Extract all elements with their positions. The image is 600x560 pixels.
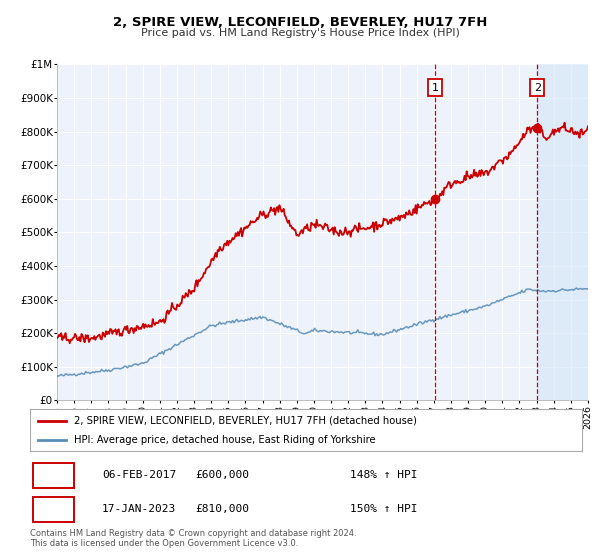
Text: 06-FEB-2017: 06-FEB-2017 bbox=[102, 470, 176, 480]
Text: 2, SPIRE VIEW, LECONFIELD, BEVERLEY, HU17 7FH (detached house): 2, SPIRE VIEW, LECONFIELD, BEVERLEY, HU1… bbox=[74, 416, 417, 426]
Text: 2, SPIRE VIEW, LECONFIELD, BEVERLEY, HU17 7FH: 2, SPIRE VIEW, LECONFIELD, BEVERLEY, HU1… bbox=[113, 16, 487, 29]
Text: 17-JAN-2023: 17-JAN-2023 bbox=[102, 504, 176, 514]
Text: 150% ↑ HPI: 150% ↑ HPI bbox=[350, 504, 418, 514]
FancyBboxPatch shape bbox=[33, 463, 74, 488]
Text: Price paid vs. HM Land Registry's House Price Index (HPI): Price paid vs. HM Land Registry's House … bbox=[140, 28, 460, 38]
Text: 148% ↑ HPI: 148% ↑ HPI bbox=[350, 470, 418, 480]
Text: 2: 2 bbox=[534, 83, 541, 93]
Text: 1: 1 bbox=[49, 469, 57, 482]
FancyBboxPatch shape bbox=[33, 497, 74, 521]
Text: Contains HM Land Registry data © Crown copyright and database right 2024.: Contains HM Land Registry data © Crown c… bbox=[30, 529, 356, 538]
Text: 1: 1 bbox=[432, 83, 439, 93]
Text: 2: 2 bbox=[49, 502, 57, 516]
Bar bbox=[537, 64, 588, 400]
Text: £810,000: £810,000 bbox=[196, 504, 250, 514]
Text: This data is licensed under the Open Government Licence v3.0.: This data is licensed under the Open Gov… bbox=[30, 539, 298, 548]
Text: HPI: Average price, detached house, East Riding of Yorkshire: HPI: Average price, detached house, East… bbox=[74, 435, 376, 445]
Text: £600,000: £600,000 bbox=[196, 470, 250, 480]
